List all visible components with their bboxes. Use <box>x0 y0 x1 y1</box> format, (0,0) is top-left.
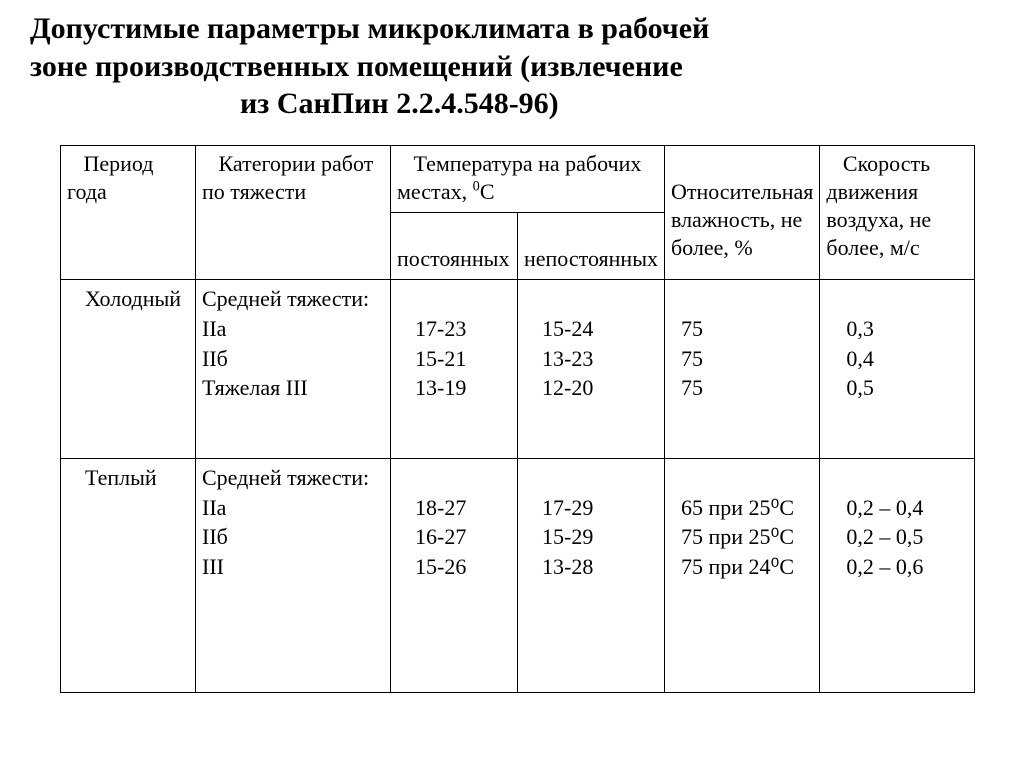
cell-period: Холодный <box>61 280 196 459</box>
table-header-row-1: Период года Категории работ по тяжести Т… <box>61 145 975 212</box>
cell-humidity: 75 75 75 <box>664 280 819 459</box>
hdr-temp-nonconst: непостоянных <box>518 212 665 279</box>
hdr-airspeed: Скорость движения воздуха, не более, м/с <box>820 145 975 280</box>
cell-category: Средней тяжести: IIа IIб Тяжелая III <box>196 280 391 459</box>
cell-period: Теплый <box>61 458 196 692</box>
hdr-temp-const: постоянных <box>391 212 518 279</box>
title-line-1: Допустимые параметры микроклимата в рабо… <box>30 10 994 48</box>
hdr-humidity: Относительная влажность, не более, % <box>664 145 819 280</box>
cell-humidity: 65 при 25⁰С 75 при 25⁰С 75 при 24⁰С <box>664 458 819 692</box>
table-row: Холодный Средней тяжести: IIа IIб Тяжела… <box>61 280 975 459</box>
cell-temp-const: 17-23 15-21 13-19 <box>391 280 518 459</box>
cell-temp-const: 18-27 16-27 15-26 <box>391 458 518 692</box>
page-title: Допустимые параметры микроклимата в рабо… <box>30 10 994 123</box>
table-row: Теплый Средней тяжести: IIа IIб III 18-2… <box>61 458 975 692</box>
cell-temp-nonconst: 15-24 13-23 12-20 <box>518 280 665 459</box>
title-line-2: зоне производственных помещений (извлече… <box>30 48 994 86</box>
title-line-3: из СанПин 2.2.4.548-96) <box>30 85 994 123</box>
cell-temp-nonconst: 17-29 15-29 13-28 <box>518 458 665 692</box>
cell-category: Средней тяжести: IIа IIб III <box>196 458 391 692</box>
cell-airspeed: 0,3 0,4 0,5 <box>820 280 975 459</box>
hdr-category: Категории работ по тяжести <box>196 145 391 280</box>
hdr-temperature: Температура на рабочих местах, 0С <box>391 145 665 212</box>
page: Допустимые параметры микроклимата в рабо… <box>0 0 1024 693</box>
hdr-period: Период года <box>61 145 196 280</box>
cell-airspeed: 0,2 – 0,4 0,2 – 0,5 0,2 – 0,6 <box>820 458 975 692</box>
microclimate-table: Период года Категории работ по тяжести Т… <box>60 145 975 693</box>
